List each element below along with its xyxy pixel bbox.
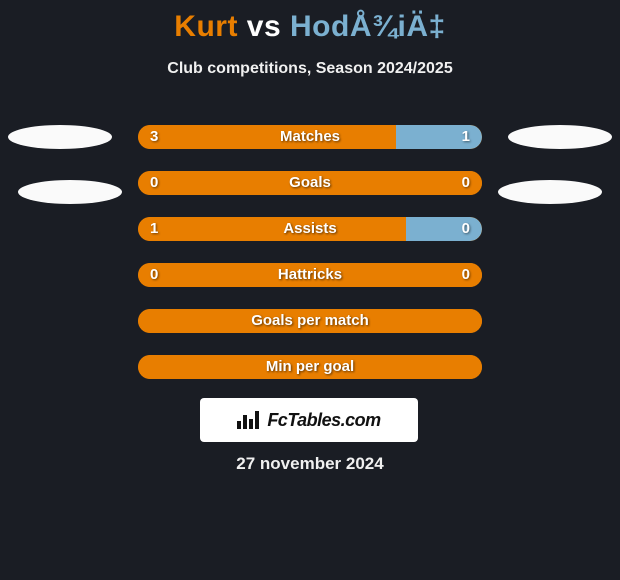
logo-text: FcTables.com [267,410,380,431]
stat-row: Goals per match [138,309,482,333]
logo-bars-icon [237,411,261,429]
stat-row: Hattricks00 [138,263,482,287]
decorative-ellipse [498,180,602,204]
logo-box: FcTables.com [200,398,418,442]
page-title: Kurt vs HodÅ¾iÄ‡ [0,0,620,44]
stat-row: Goals00 [138,171,482,195]
comparison-card: Kurt vs HodÅ¾iÄ‡ Club competitions, Seas… [0,0,620,580]
stat-row: Matches31 [138,125,482,149]
date-label: 27 november 2024 [0,454,620,474]
stat-label: Min per goal [138,355,482,379]
stat-label: Goals [138,171,482,195]
stats-bars: Matches31 Goals00 Assists10 Hattricks00 Goal… [138,125,482,401]
stat-label: Hattricks [138,263,482,287]
decorative-ellipse [18,180,122,204]
player1-name: Kurt [174,10,238,43]
stat-label: Assists [138,217,482,241]
stat-label: Goals per match [138,309,482,333]
decorative-ellipse [8,125,112,149]
stat-row: Min per goal [138,355,482,379]
decorative-ellipse [508,125,612,149]
player2-name: HodÅ¾iÄ‡ [290,10,446,43]
vs-separator: vs [238,10,290,43]
stat-label: Matches [138,125,482,149]
stat-row: Assists10 [138,217,482,241]
subtitle: Club competitions, Season 2024/2025 [0,60,620,78]
